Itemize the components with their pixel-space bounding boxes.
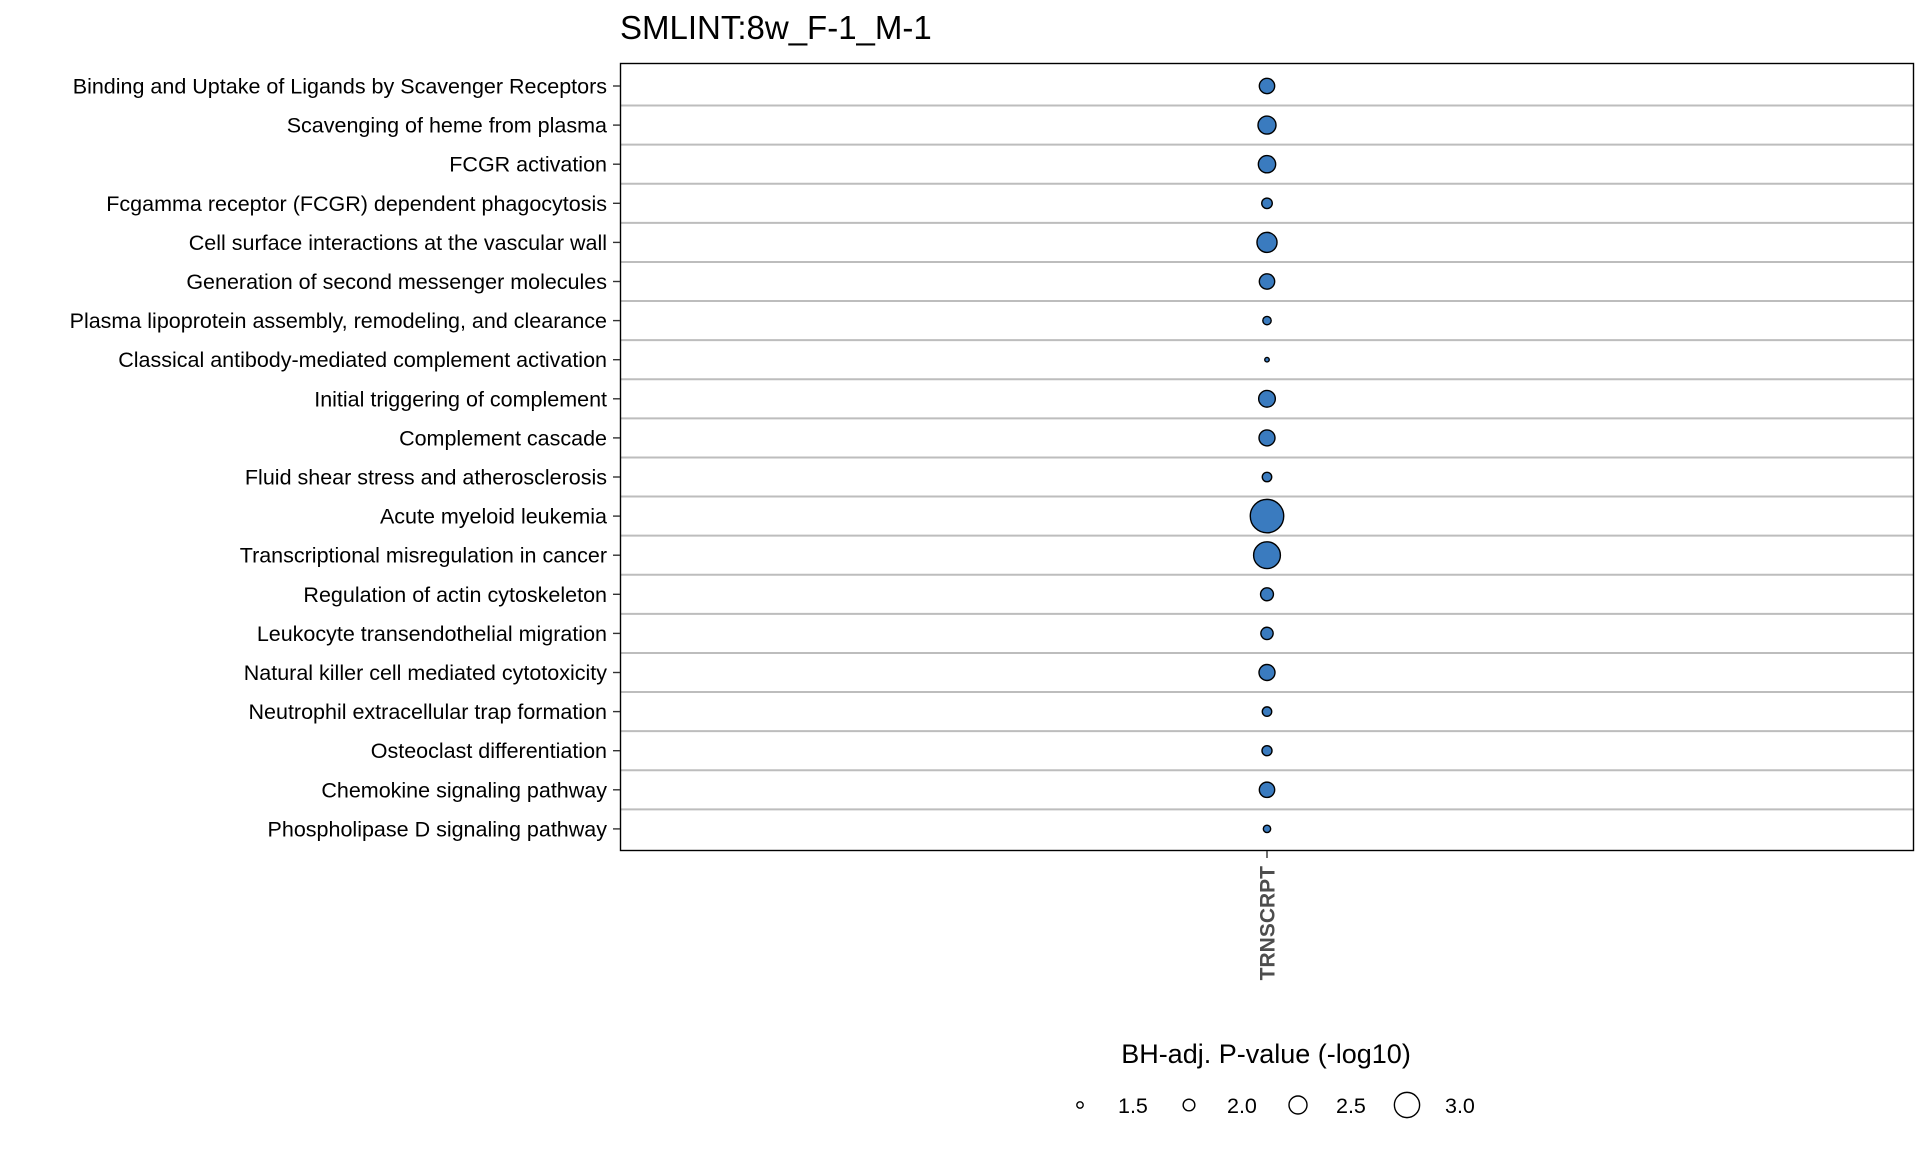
y-tick-label: Generation of second messenger molecules bbox=[186, 270, 607, 294]
legend-key bbox=[1393, 1091, 1421, 1119]
legend-label: 2.5 bbox=[1336, 1094, 1366, 1118]
legend-key bbox=[1182, 1098, 1196, 1112]
data-point bbox=[1264, 356, 1270, 363]
y-tick-label: Neutrophil extracellular trap formation bbox=[249, 700, 608, 724]
y-tick-label: Regulation of actin cytoskeleton bbox=[303, 583, 607, 607]
legend-key bbox=[1076, 1101, 1084, 1109]
y-tick-label: FCGR activation bbox=[449, 153, 607, 177]
data-point bbox=[1261, 706, 1273, 718]
size-legend: BH-adj. P-value (-log10) 1.5 2.0 2.5 3.0 bbox=[1076, 1039, 1475, 1119]
y-tick-label: Plasma lipoprotein assembly, remodeling,… bbox=[70, 309, 607, 333]
data-points bbox=[1249, 77, 1285, 834]
plot-panel-border bbox=[619, 62, 1915, 852]
y-tick-label: Acute myeloid leukemia bbox=[380, 505, 607, 529]
legend-label: 1.5 bbox=[1118, 1094, 1148, 1118]
x-tick-label: TRNSCRPT bbox=[1257, 866, 1280, 981]
data-point bbox=[1257, 389, 1277, 408]
y-axis: Binding and Uptake of Ligands by Scaveng… bbox=[70, 75, 620, 841]
data-point bbox=[1262, 315, 1272, 326]
y-tick-label: Fcgamma receptor (FCGR) dependent phagoc… bbox=[106, 192, 607, 216]
data-point bbox=[1258, 781, 1276, 799]
data-point bbox=[1258, 77, 1276, 95]
data-point bbox=[1261, 745, 1273, 757]
grid-lines bbox=[620, 104, 1914, 811]
y-tick-label: Osteoclast differentiation bbox=[371, 739, 607, 763]
data-point bbox=[1261, 197, 1273, 210]
legend-key bbox=[1288, 1095, 1308, 1115]
data-point bbox=[1258, 663, 1276, 682]
y-tick-label: Leukocyte transendothelial migration bbox=[257, 622, 607, 646]
y-tick-label: Classical antibody-mediated complement a… bbox=[118, 348, 607, 372]
x-axis: TRNSCRPT bbox=[1257, 851, 1280, 980]
data-point bbox=[1261, 471, 1273, 483]
data-point bbox=[1257, 154, 1277, 174]
y-tick-label: Phospholipase D signaling pathway bbox=[268, 817, 608, 841]
y-tick-label: Scavenging of heme from plasma bbox=[287, 114, 607, 138]
y-tick-label: Natural killer cell mediated cytotoxicit… bbox=[244, 661, 607, 685]
y-tick-label: Chemokine signaling pathway bbox=[321, 778, 607, 802]
y-tick-label: Initial triggering of complement bbox=[314, 387, 607, 411]
y-tick-label: Cell surface interactions at the vascula… bbox=[189, 231, 607, 255]
data-point bbox=[1258, 429, 1276, 447]
data-point bbox=[1258, 273, 1276, 290]
data-point bbox=[1260, 626, 1274, 641]
y-tick-label: Transcriptional misregulation in cancer bbox=[240, 544, 607, 568]
data-point bbox=[1249, 498, 1285, 534]
legend-title: BH-adj. P-value (-log10) bbox=[1121, 1039, 1411, 1069]
y-tick-label: Binding and Uptake of Ligands by Scaveng… bbox=[73, 75, 607, 99]
data-point bbox=[1256, 231, 1278, 254]
data-point bbox=[1252, 541, 1282, 570]
data-point bbox=[1262, 824, 1272, 834]
data-point bbox=[1259, 587, 1275, 602]
chart-title: SMLINT:8w_F-1_M-1 bbox=[620, 9, 932, 46]
y-tick-label: Fluid shear stress and atherosclerosis bbox=[245, 466, 607, 490]
legend-label: 3.0 bbox=[1445, 1094, 1475, 1118]
data-point bbox=[1257, 115, 1277, 135]
legend-label: 2.0 bbox=[1227, 1094, 1257, 1118]
y-tick-label: Complement cascade bbox=[399, 426, 607, 450]
